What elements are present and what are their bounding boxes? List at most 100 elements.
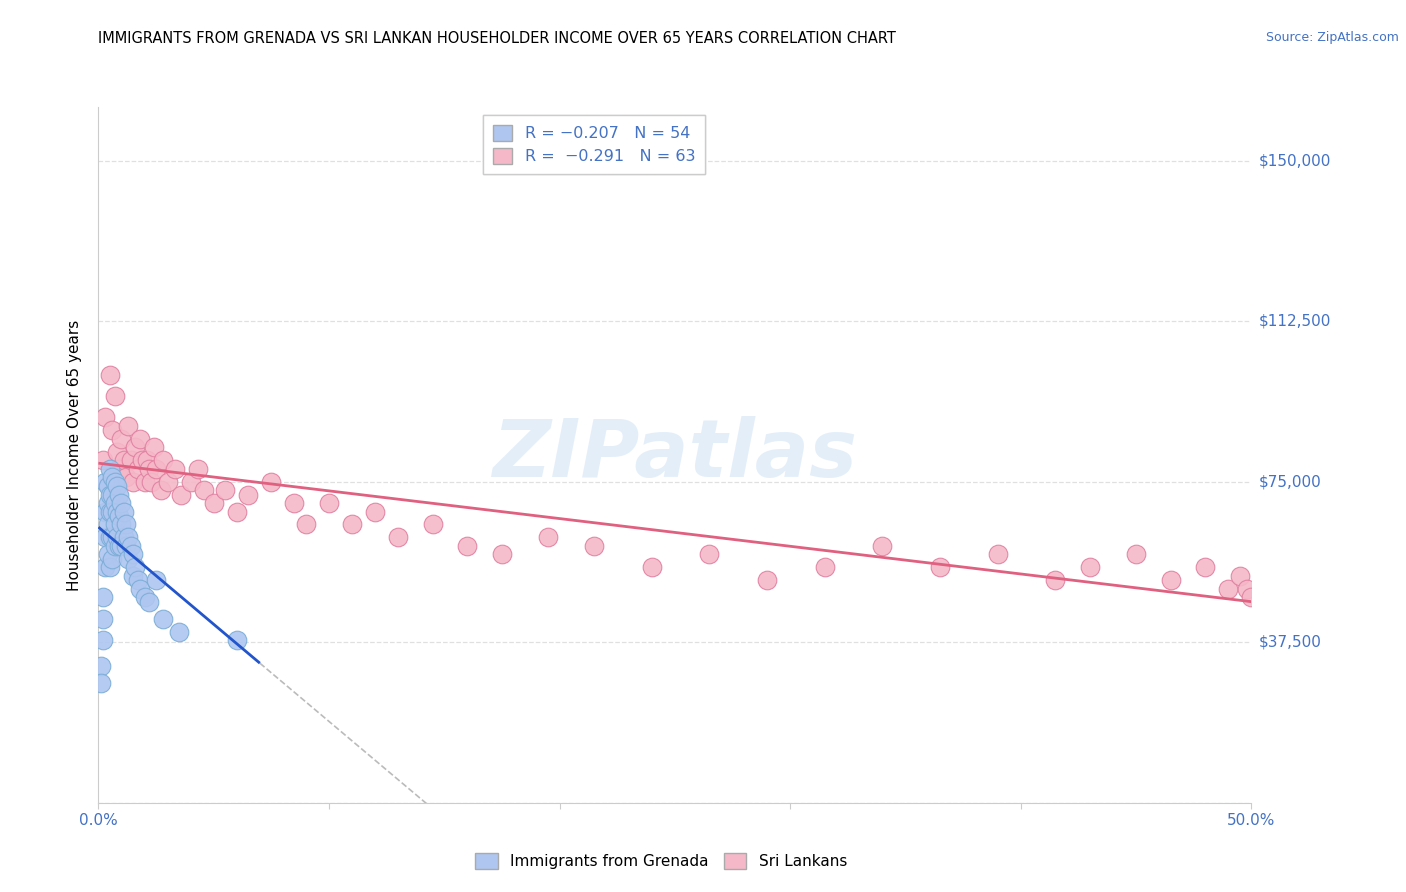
Point <box>456 539 478 553</box>
Point <box>97 496 120 510</box>
Point <box>98 462 121 476</box>
Point <box>101 505 124 519</box>
Point <box>122 569 145 583</box>
Point <box>97 517 120 532</box>
Point <box>491 548 513 562</box>
Point <box>214 483 236 498</box>
Point <box>101 423 124 437</box>
Point <box>1218 582 1240 596</box>
Point <box>145 573 167 587</box>
Point <box>90 658 112 673</box>
Text: $150,000: $150,000 <box>1258 153 1330 168</box>
Text: $37,500: $37,500 <box>1258 635 1322 649</box>
Point <box>103 496 125 510</box>
Point <box>283 496 305 510</box>
Text: Source: ZipAtlas.com: Source: ZipAtlas.com <box>1265 31 1399 45</box>
Point <box>112 530 135 544</box>
Point <box>117 419 139 434</box>
Point <box>340 517 363 532</box>
Point <box>318 496 340 510</box>
Point <box>101 530 124 544</box>
Point <box>108 487 131 501</box>
Point <box>103 475 125 489</box>
Point <box>120 539 142 553</box>
Point <box>91 453 114 467</box>
Point <box>872 539 894 553</box>
Point <box>156 475 179 489</box>
Point <box>149 483 172 498</box>
Point <box>94 410 117 425</box>
Point <box>987 548 1010 562</box>
Text: $75,000: $75,000 <box>1258 475 1322 489</box>
Point <box>91 633 114 648</box>
Point <box>814 560 837 574</box>
Point <box>110 517 132 532</box>
Point <box>103 517 125 532</box>
Point <box>387 530 409 544</box>
Point <box>141 475 163 489</box>
Point <box>187 462 209 476</box>
Point <box>145 462 167 476</box>
Point <box>260 475 283 489</box>
Y-axis label: Householder Income Over 65 years: Householder Income Over 65 years <box>67 319 83 591</box>
Point <box>94 475 117 489</box>
Point <box>120 453 142 467</box>
Point <box>129 432 152 446</box>
Point <box>537 530 560 544</box>
Point <box>238 487 260 501</box>
Point <box>115 517 138 532</box>
Point <box>1125 548 1147 562</box>
Point <box>122 548 145 562</box>
Point <box>105 505 128 519</box>
Point <box>108 462 131 476</box>
Point <box>1229 569 1251 583</box>
Point <box>1078 560 1101 574</box>
Point <box>105 530 128 544</box>
Point <box>641 560 664 574</box>
Point <box>108 508 131 523</box>
Point <box>138 594 160 608</box>
Point <box>112 505 135 519</box>
Point <box>129 582 152 596</box>
Point <box>1194 560 1216 574</box>
Point <box>127 462 149 476</box>
Point <box>583 539 606 553</box>
Point <box>170 487 193 501</box>
Point <box>1236 582 1258 596</box>
Point <box>103 539 125 553</box>
Text: ZIPatlas: ZIPatlas <box>492 416 858 494</box>
Point <box>94 505 117 519</box>
Point <box>142 441 165 455</box>
Point <box>295 517 318 532</box>
Point <box>929 560 952 574</box>
Point <box>364 505 387 519</box>
Point <box>138 462 160 476</box>
Point <box>1045 573 1067 587</box>
Point <box>202 496 225 510</box>
Point <box>127 573 149 587</box>
Point <box>152 612 174 626</box>
Point <box>180 475 202 489</box>
Point <box>193 483 215 498</box>
Point <box>225 505 247 519</box>
Point <box>90 676 112 690</box>
Point <box>110 496 132 510</box>
Point <box>1160 573 1182 587</box>
Point <box>98 368 121 382</box>
Text: IMMIGRANTS FROM GRENADA VS SRI LANKAN HOUSEHOLDER INCOME OVER 65 YEARS CORRELATI: IMMIGRANTS FROM GRENADA VS SRI LANKAN HO… <box>98 31 896 46</box>
Point <box>131 453 153 467</box>
Point <box>112 453 135 467</box>
Point <box>699 548 721 562</box>
Point <box>98 530 121 544</box>
Point <box>108 539 131 553</box>
Point <box>117 530 139 544</box>
Point <box>163 462 186 476</box>
Point <box>124 560 146 574</box>
Point <box>105 444 128 458</box>
Point <box>94 530 117 544</box>
Point <box>91 612 114 626</box>
Point <box>103 389 125 403</box>
Legend: Immigrants from Grenada, Sri Lankans: Immigrants from Grenada, Sri Lankans <box>468 847 853 875</box>
Point <box>135 453 157 467</box>
Point <box>101 487 124 501</box>
